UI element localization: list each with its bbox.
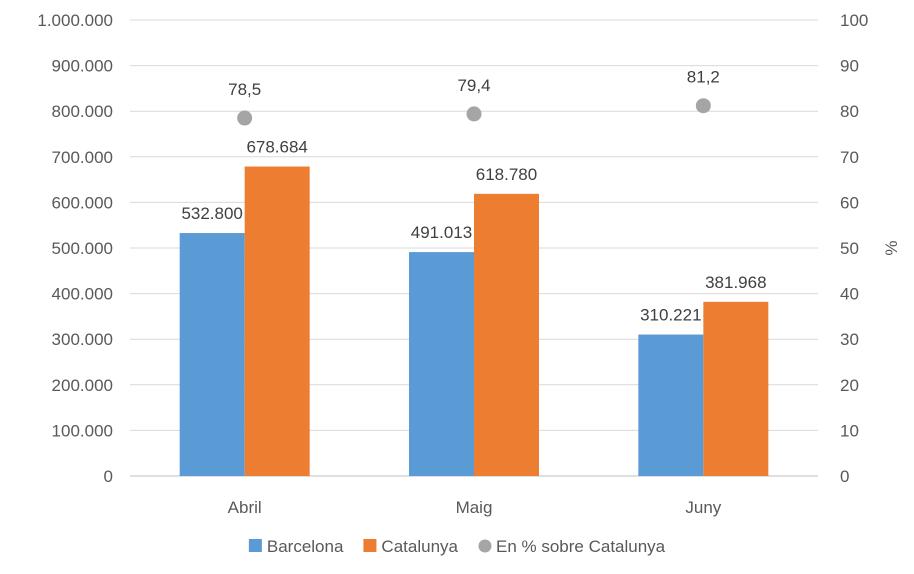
- legend-label: Catalunya: [381, 537, 458, 556]
- right-tick-label: 40: [840, 285, 859, 304]
- left-tick-label: 0: [104, 467, 113, 486]
- right-tick-label: 50: [840, 239, 859, 258]
- point-data-label: 81,2: [687, 68, 720, 87]
- right-tick-label: 30: [840, 330, 859, 349]
- left-tick-label: 100.000: [52, 421, 113, 440]
- category-label: Juny: [685, 498, 721, 517]
- right-tick-label: 60: [840, 193, 859, 212]
- legend-label: Barcelona: [267, 537, 344, 556]
- right-tick-label: 0: [840, 467, 849, 486]
- bar-barcelona: [638, 334, 704, 476]
- left-tick-label: 800.000: [52, 102, 113, 121]
- bar-catalunya: [474, 193, 539, 477]
- bar-data-label: 310.221: [640, 306, 701, 325]
- legend-symbol: [363, 539, 377, 552]
- legend-symbol: [248, 539, 262, 552]
- legend-symbol: [478, 539, 492, 553]
- left-tick-label: 300.000: [52, 330, 113, 349]
- left-tick-label: 500.000: [52, 239, 113, 258]
- bar-data-label: 381.968: [705, 273, 766, 292]
- left-tick-label: 400.000: [52, 285, 113, 304]
- left-tick-label: 1.000.000: [37, 11, 113, 30]
- bar-barcelona: [409, 252, 474, 476]
- left-tick-label: 700.000: [52, 148, 113, 167]
- bar-data-label: 618.780: [476, 165, 537, 184]
- right-tick-label: 100: [840, 11, 868, 30]
- bar-data-label: 491.013: [411, 223, 472, 242]
- scatter-points: [237, 98, 711, 126]
- category-label: Maig: [456, 498, 493, 517]
- right-tick-label: 10: [840, 421, 859, 440]
- right-tick-label: 20: [840, 376, 859, 395]
- right-axis-title: %: [882, 240, 901, 255]
- category-labels: Abril Maig Juny: [228, 498, 722, 517]
- right-axis-ticks: 0 10 20 30 40 50 60 70 80 90 100: [840, 11, 868, 486]
- data-labels: 532.800 678.684 78,5 491.013 618.780 79,4 310.…: [181, 68, 766, 325]
- bar-catalunya: [244, 166, 310, 477]
- scatter-point: [466, 106, 482, 122]
- bar-data-label: 532.800: [181, 204, 242, 223]
- bar-data-label: 678.684: [246, 138, 307, 157]
- right-tick-label: 90: [840, 57, 859, 76]
- right-tick-label: 70: [840, 148, 859, 167]
- bar-barcelona: [179, 233, 245, 476]
- point-data-label: 78,5: [228, 80, 261, 99]
- bars: [179, 166, 769, 477]
- scatter-point: [695, 98, 711, 114]
- bar-catalunya: [703, 301, 769, 476]
- left-tick-label: 200.000: [52, 376, 113, 395]
- left-tick-label: 900.000: [52, 57, 113, 76]
- legend-label: En % sobre Catalunya: [496, 537, 666, 556]
- point-data-label: 79,4: [457, 76, 490, 95]
- legend: Barcelona Catalunya En % sobre Catalunya: [248, 537, 666, 556]
- left-axis-ticks: 0 100.000 200.000 300.000 400.000 500.000 600.…: [37, 11, 113, 486]
- left-tick-label: 600.000: [52, 193, 113, 212]
- right-tick-label: 80: [840, 102, 859, 121]
- scatter-point: [237, 110, 253, 126]
- category-label: Abril: [228, 498, 262, 517]
